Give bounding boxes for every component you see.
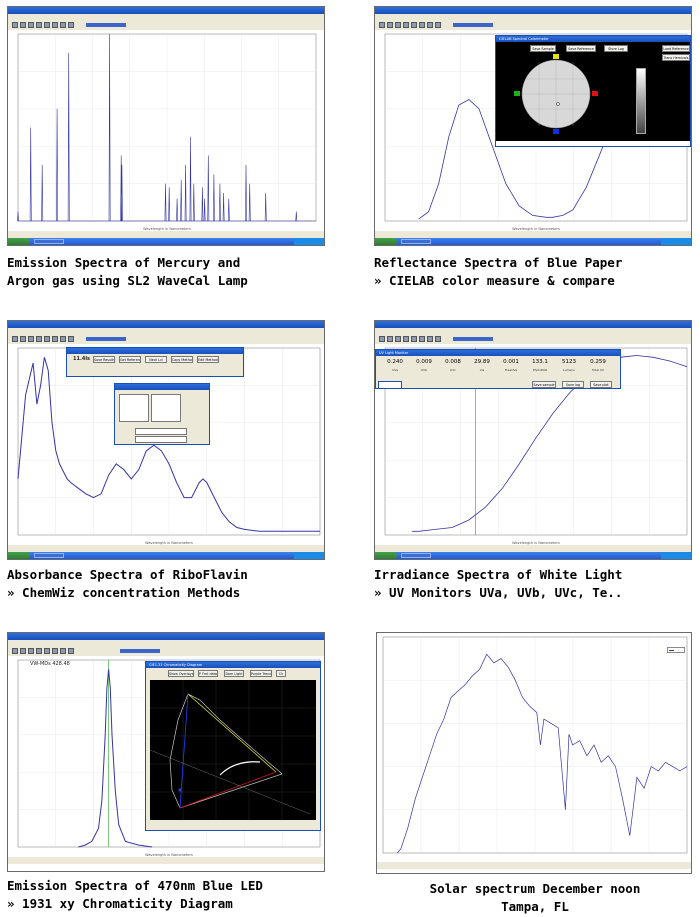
taskbar: start <box>8 552 324 559</box>
save-results-button[interactable]: Save Results <box>93 356 115 363</box>
copy-method-button[interactable]: Copy Method <box>171 356 193 363</box>
x-axis-label: Wavelength in Nanometers <box>512 227 560 231</box>
series-line <box>78 669 153 848</box>
uv-reading-label: UVa <box>392 368 398 372</box>
uv-reading-value: 0.001 <box>503 359 519 365</box>
purple-trend-button[interactable]: Purple Trend <box>250 670 272 677</box>
panel-caption: Irradiance Spectra of White Light» UV Mo… <box>374 567 623 600</box>
trans-hemivals-button[interactable]: Trans Hemivals <box>662 54 690 61</box>
peak-readout: VW-MDs 428.48 <box>30 661 70 667</box>
series-line <box>17 33 298 222</box>
store-log-button[interactable]: Store Log <box>604 45 628 52</box>
spectrum-plot: Wavelength in Nanometers <box>8 30 324 231</box>
red-marker <box>592 91 598 96</box>
chemwiz-dialog: 11.4ls Save Results Get Reference Next L… <box>66 347 244 377</box>
window-titlebar <box>8 633 324 649</box>
screenshot-window: Wavelength in Nanometers UV Light Monito… <box>374 320 692 560</box>
uv-monitor-dialog: UV Light Monitor 0.240 UVa 0.009 UVb 0.008 UV… <box>375 349 621 389</box>
x-axis-label: Wavelength in Nanometers <box>143 227 191 231</box>
taskbar: start <box>8 238 324 245</box>
x-axis-label: Wavelength in Nanometers <box>145 541 193 545</box>
load-reference-button[interactable]: Load Reference <box>662 45 690 52</box>
legend <box>667 647 685 653</box>
window-titlebar <box>8 7 324 23</box>
status-bar <box>8 545 324 552</box>
cie-diagram <box>150 680 316 820</box>
status-bar <box>8 857 324 864</box>
next-level-button[interactable]: Next Lvl <box>145 356 167 363</box>
method-dialog <box>114 383 210 445</box>
screenshot-window: Wavelength in Nanometers 11.4ls Save Res… <box>7 320 325 560</box>
start-button[interactable]: start <box>375 552 397 559</box>
series-line <box>397 653 688 854</box>
cielab-dialog: CIELAB Spectral Colorimeter Save Sample … <box>495 35 691 147</box>
menu-bar <box>375 328 691 334</box>
uv-reading-value: 133.1 <box>532 359 548 365</box>
status-bar <box>375 231 691 238</box>
series-line <box>17 357 320 532</box>
uv-reading-value: 0.009 <box>416 359 432 365</box>
dom-light-button[interactable]: Dom Light <box>224 670 244 677</box>
uv-reading-label: PhotoPAR <box>532 368 548 372</box>
panel-caption: Emission Spectra of 470nm Blue LED» 1931… <box>7 878 263 911</box>
lightness-bar <box>636 68 646 134</box>
save-sample-button[interactable]: Save sample <box>532 381 556 388</box>
clear-button[interactable]: Clr <box>276 670 286 677</box>
taskbar: start <box>375 238 691 245</box>
status-bar <box>375 545 691 552</box>
x-axis-label: Wavelength in Nanometers <box>512 541 560 545</box>
color-wheel <box>514 54 598 134</box>
menu-bar <box>375 14 691 20</box>
uv-reading-label: Total UV <box>591 368 605 372</box>
screenshot-window: Wavelength in Nanometers CIELAB Spectral… <box>374 6 692 246</box>
menu-bar <box>8 328 324 334</box>
uv-reading-label: UVc <box>450 368 456 372</box>
panel-caption: Emission Spectra of Mercury and Argon gas… <box>7 255 248 288</box>
window-titlebar <box>375 321 691 337</box>
x-axis-label: Wavelength in Nanometers <box>145 853 193 857</box>
screenshot-window <box>376 632 692 874</box>
uv-reading-label: Lumens <box>563 368 575 372</box>
start-button[interactable]: start <box>8 552 30 559</box>
start-button[interactable]: start <box>8 238 30 245</box>
save-plot-button[interactable]: Save plot <box>590 381 612 388</box>
edit-method-button[interactable]: Edit Method <box>197 356 219 363</box>
uv-reading-value: 0.008 <box>445 359 461 365</box>
get-reference-button[interactable]: Get Reference <box>119 356 141 363</box>
uv-reading-label: UVb <box>420 368 428 372</box>
window-titlebar <box>8 321 324 337</box>
status-bar <box>377 862 691 869</box>
screenshot-window: Wavelength in Nanometers VW-MDs 428.48 C… <box>7 632 325 872</box>
series-line <box>411 355 688 532</box>
format-data-button[interactable]: P Fmt data <box>198 670 218 677</box>
green-marker <box>514 91 520 96</box>
status-bar <box>8 231 324 238</box>
save-sample-button[interactable]: Save Sample <box>530 45 556 52</box>
panel-caption: Reflectance Spectra of Blue Paper» CIELA… <box>374 255 623 288</box>
yellow-marker <box>553 54 559 59</box>
show-overlays-button[interactable]: Show Overlays <box>168 670 194 677</box>
menu-bar <box>8 14 324 20</box>
blue-marker <box>553 129 559 134</box>
uv-reading-label: Vis <box>479 368 485 372</box>
start-button[interactable]: start <box>375 238 397 245</box>
taskbar: start <box>375 552 691 559</box>
uv-reading-label: FreeUVa <box>504 368 518 372</box>
uv-reading-value: 29.89 <box>474 359 490 365</box>
chromaticity-dialog: CIE1.31 Chromaticity Diagram Show Overla… <box>145 661 321 831</box>
uv-reading-value: 0.259 <box>590 359 606 365</box>
panel-caption: Absorbance Spectra of RiboFlavin» ChemWi… <box>7 567 248 600</box>
screenshot-window: Wavelength in Nanometers start <box>7 6 325 246</box>
panel-caption: Solar spectrum December noon Tampa, FL <box>429 881 641 914</box>
uv-reading-value: 5123 <box>562 359 576 365</box>
save-reference-button[interactable]: Save Reference <box>566 45 596 52</box>
menu-bar <box>8 640 324 646</box>
spectrum-plot <box>377 633 691 861</box>
save-log-button[interactable]: Save log <box>562 381 584 388</box>
uv-reading-value: 0.240 <box>387 359 403 365</box>
window-titlebar <box>375 7 691 23</box>
